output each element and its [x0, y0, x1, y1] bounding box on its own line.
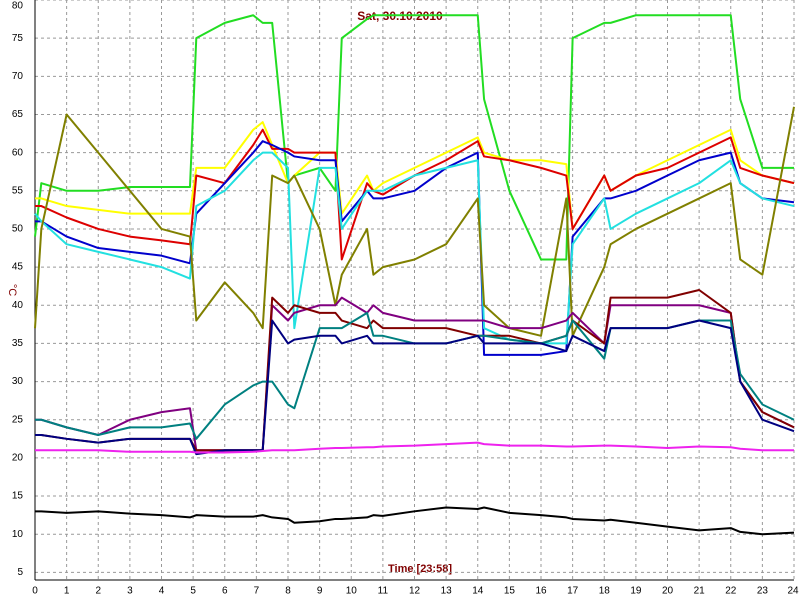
x-tick-label: 21: [694, 586, 706, 597]
x-tick-label: 18: [599, 586, 611, 597]
series-line: [35, 441, 794, 454]
x-tick-label: 14: [472, 586, 484, 597]
x-tick-label: 7: [254, 586, 260, 597]
x-tick-label: 5: [190, 586, 196, 597]
series-line: [34, 106, 795, 337]
x-axis-label: Time [23:58]: [388, 563, 452, 575]
y-tick-label: 70: [12, 71, 24, 82]
y-tick-label: 30: [12, 376, 24, 387]
x-tick-label: 10: [346, 586, 358, 597]
x-tick-label: 20: [662, 586, 674, 597]
y-tick-label: 60: [12, 147, 24, 158]
x-tick-label: 17: [567, 586, 579, 597]
series-line: [34, 14, 794, 261]
y-tick-label: 80: [12, 1, 24, 12]
y-tick-label: 25: [12, 414, 24, 425]
y-tick-label: 35: [12, 338, 24, 349]
x-tick-label: 19: [630, 586, 642, 597]
x-tick-label: 13: [441, 586, 453, 597]
x-tick-label: 15: [504, 586, 516, 597]
x-tick-label: 11: [378, 586, 389, 597]
y-tick-label: 15: [12, 491, 24, 502]
series-line: [35, 506, 795, 536]
y-tick-label: 75: [12, 33, 24, 44]
y-tick-label: 65: [12, 109, 24, 120]
x-tick-label: 8: [285, 586, 291, 597]
y-tick-label: 50: [12, 224, 24, 235]
x-tick-label: 6: [222, 586, 228, 597]
series-line: [35, 140, 795, 356]
series-line: [35, 296, 795, 452]
x-tick-label: 9: [317, 586, 323, 597]
y-tick-label: 45: [12, 262, 24, 273]
x-tick-label: 4: [159, 586, 165, 597]
x-tick-label: 2: [95, 586, 101, 597]
y-tick-label: 55: [12, 185, 24, 196]
x-tick-label: 0: [32, 586, 38, 597]
y-tick-label: 20: [12, 453, 24, 464]
series-line: [34, 151, 795, 345]
x-tick-label: 16: [535, 586, 547, 597]
y-tick-label: 40: [12, 300, 24, 311]
x-tick-label: 22: [725, 586, 737, 597]
x-tick-label: 1: [64, 586, 70, 597]
y-axis-label: °C: [6, 284, 18, 296]
x-tick-label: 23: [757, 586, 769, 597]
x-tick-label: 24: [787, 586, 799, 597]
x-tick-label: 12: [409, 586, 421, 597]
series-line: [35, 319, 795, 456]
y-tick-label: 10: [12, 529, 24, 540]
x-tick-label: 3: [127, 586, 133, 597]
y-tick-label: 5: [17, 567, 23, 578]
